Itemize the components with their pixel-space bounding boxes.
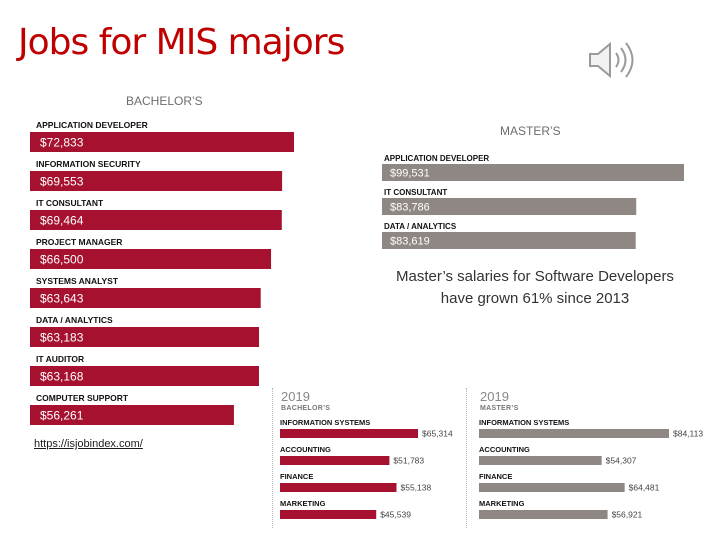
bachelors-bar: [30, 405, 234, 425]
masters-2019-value-label: $54,307: [606, 456, 637, 466]
masters-2019-bar: [479, 429, 669, 438]
bachelors-bar: [30, 288, 261, 308]
masters-2019-value-label: $56,921: [612, 510, 643, 520]
bachelors-value-label: $63,643: [40, 291, 84, 305]
bachelors-value-label: $69,464: [40, 213, 84, 227]
bachelors-2019-bar-chart: INFORMATION SYSTEMS $65,314 ACCOUNTING $51,…: [280, 418, 453, 520]
divider-left: [272, 388, 273, 528]
masters-2019-category-label: ACCOUNTING: [479, 445, 530, 454]
masters-2019-bar: [479, 510, 608, 519]
masters-bar: [382, 164, 684, 181]
bachelors-value-label: $56,261: [40, 408, 84, 422]
speaker-icon[interactable]: [582, 38, 640, 82]
bachelors-2019-bar: [280, 456, 390, 465]
bachelors-bar: [30, 210, 282, 230]
masters-2019-category-label: INFORMATION SYSTEMS: [479, 418, 569, 427]
bachelors-value-label: $63,183: [40, 330, 84, 344]
masters-salary-panel: MASTER’S APPLICATION DEVELOPER $99,531 IT …: [382, 120, 692, 255]
masters-bar: [382, 198, 637, 215]
bachelors-bar: [30, 171, 283, 191]
bachelors-bar: [30, 132, 294, 152]
masters-bar-chart: APPLICATION DEVELOPER $99,531 IT CONSULTAN…: [382, 154, 684, 249]
bachelors-2019-year: 2019: [281, 389, 310, 404]
growth-note: Master’s salaries for Software Developer…: [370, 266, 700, 310]
masters-bar: [382, 232, 636, 249]
bachelors-2019-value-label: $51,783: [393, 456, 424, 466]
bachelors-bar: [30, 366, 259, 386]
masters-value-label: $83,786: [390, 201, 430, 213]
masters-category-label: APPLICATION DEVELOPER: [384, 154, 489, 163]
masters-panel-title: MASTER’S: [500, 124, 561, 138]
bachelors-2019-category-label: ACCOUNTING: [280, 445, 331, 454]
masters-2019-bar: [479, 456, 602, 465]
masters-2019-category-label: FINANCE: [479, 472, 512, 481]
bachelors-category-label: PROJECT MANAGER: [36, 237, 122, 247]
masters-2019-title: MASTER’S: [480, 405, 519, 412]
bachelors-2019-category-label: FINANCE: [280, 472, 313, 481]
bachelors-value-label: $63,168: [40, 369, 84, 383]
bachelors-value-label: $66,500: [40, 252, 84, 266]
bachelors-category-label: APPLICATION DEVELOPER: [36, 120, 148, 130]
bachelors-value-label: $69,553: [40, 174, 84, 188]
masters-category-label: DATA / ANALYTICS: [384, 222, 457, 231]
source-link[interactable]: https://isjobindex.com/: [34, 438, 143, 450]
masters-2019-heading: 2019 MASTER’S: [480, 390, 519, 413]
masters-2019-bar-chart: INFORMATION SYSTEMS $84,113 ACCOUNTING $54,…: [479, 418, 703, 520]
slide-title: Jobs for MIS majors: [18, 22, 345, 63]
masters-2019-bar: [479, 483, 625, 492]
bachelors-panel-title: BACHELOR’S: [126, 94, 203, 108]
bachelors-2019-bar: [280, 429, 418, 438]
bachelors-category-label: INFORMATION SECURITY: [36, 159, 141, 169]
bachelors-bar: [30, 327, 260, 347]
bachelors-2019-heading: 2019 BACHELOR’S: [281, 390, 330, 413]
bachelors-2019-bar: [280, 510, 377, 519]
bachelors-value-label: $72,833: [40, 135, 84, 149]
masters-2019-year: 2019: [480, 389, 509, 404]
growth-note-line-1: Master’s salaries for Software Developer…: [396, 268, 674, 285]
bachelors-2019-title: BACHELOR’S: [281, 405, 331, 412]
masters-value-label: $99,531: [390, 167, 430, 179]
masters-value-label: $83,619: [390, 235, 430, 247]
masters-category-label: IT CONSULTANT: [384, 188, 447, 197]
bachelors-category-label: COMPUTER SUPPORT: [36, 393, 129, 403]
masters-2019-value-label: $64,481: [629, 483, 660, 493]
bachelors-salary-panel: BACHELOR’S APPLICATION DEVELOPER $72,833 I…: [30, 90, 320, 430]
masters-2019-value-label: $84,113: [673, 429, 703, 439]
bachelors-category-label: DATA / ANALYTICS: [36, 315, 113, 325]
bachelors-2019-value-label: $45,539: [380, 510, 411, 520]
bachelors-category-label: IT AUDITOR: [36, 354, 84, 364]
bachelors-category-label: SYSTEMS ANALYST: [36, 276, 119, 286]
bachelors-bar: [30, 249, 272, 269]
bachelors-bar-chart: APPLICATION DEVELOPER $72,833 INFORMATION …: [30, 120, 294, 425]
bachelors-2019-category-label: INFORMATION SYSTEMS: [280, 418, 370, 427]
divider-middle: [466, 388, 467, 528]
bachelors-2019-value-label: $55,138: [400, 483, 431, 493]
bachelors-2019-bar: [280, 483, 397, 492]
bachelors-category-label: IT CONSULTANT: [36, 198, 104, 208]
bachelors-2019-category-label: MARKETING: [280, 499, 326, 508]
growth-note-line-2: have grown 61% since 2013: [440, 290, 630, 307]
masters-2019-category-label: MARKETING: [479, 499, 525, 508]
bachelors-2019-value-label: $65,314: [422, 429, 453, 439]
